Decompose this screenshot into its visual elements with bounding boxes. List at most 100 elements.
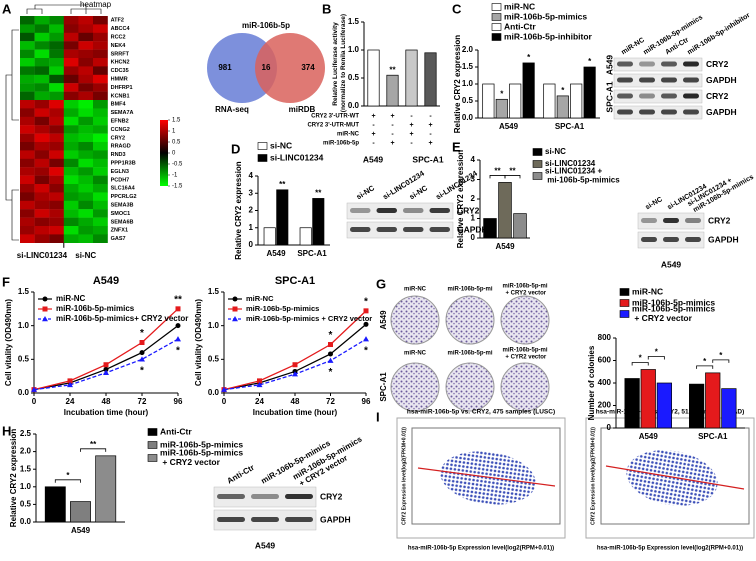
blot-band — [639, 61, 655, 67]
y-tick-label: 200 — [598, 401, 612, 410]
blot-band — [683, 61, 699, 67]
x-tick-label: 72 — [138, 397, 147, 406]
heatmap-cell — [34, 108, 50, 117]
gene-label: RRAGD — [111, 144, 131, 150]
heatmap-cell — [20, 91, 35, 101]
x-tick-label: A549 — [639, 432, 659, 441]
bar — [312, 198, 325, 246]
blot-band — [683, 109, 699, 115]
heatmap-cell — [49, 142, 64, 151]
venn-label: RNA-seq — [215, 105, 249, 114]
heatmap-cell — [78, 200, 94, 210]
heatmap-cell — [49, 184, 64, 193]
significance: * — [140, 328, 144, 339]
y-tick-label: 0.5 — [348, 73, 360, 82]
legend-label: si-NC — [545, 147, 566, 156]
heatmap-cell — [63, 116, 79, 126]
x-tick-label: 24 — [66, 397, 75, 406]
marker — [292, 371, 298, 377]
heatmap-cell — [63, 74, 79, 84]
heatmap-cell — [93, 74, 108, 84]
y-axis-label: Relative CRY2 expression — [456, 150, 465, 249]
x-tick-label: 48 — [102, 397, 111, 406]
dendrogram — [5, 4, 102, 241]
y-tick-label: 3 — [471, 175, 476, 184]
heatmap-cell — [78, 100, 94, 109]
bar — [367, 49, 380, 107]
heatmap-cell — [20, 217, 35, 227]
x-tick-label: 72 — [326, 397, 335, 406]
heatmap-cell — [63, 58, 79, 67]
heatmap-cell — [34, 41, 50, 50]
y-tick-label: 1.5 — [18, 287, 30, 296]
bar — [624, 378, 640, 429]
legend-label: miR-106b-5p-mimics — [246, 304, 319, 313]
bar — [405, 49, 418, 107]
heatmap-cell — [34, 74, 50, 84]
condition-mark: + — [409, 122, 413, 129]
blot-band — [350, 227, 371, 232]
bar — [640, 369, 656, 429]
heatmap-cell — [78, 150, 94, 159]
gene-label: DHFRP1 — [111, 85, 133, 91]
legend-label: miR-106b-5p-mimics+ CRY2 vector — [56, 314, 188, 323]
blot-band — [663, 218, 679, 223]
cell-line-label: SPC-A1 — [412, 154, 443, 164]
heatmap-cell — [78, 167, 94, 176]
legend-label: miR-106b-5p-mimics — [160, 439, 243, 449]
blot-band — [683, 77, 699, 83]
marker — [363, 336, 369, 342]
y-tick-label: 1.5 — [20, 464, 32, 473]
bracket — [489, 175, 506, 179]
heatmap-cell — [49, 150, 64, 159]
row-label: CRY2 — [706, 59, 729, 69]
condition-mark: + — [371, 131, 375, 138]
heatmap-cell — [34, 234, 50, 243]
x-tick-label: SPC-A1 — [555, 122, 585, 131]
heatmap-cell — [20, 100, 35, 109]
heatmap-cell — [34, 192, 50, 201]
blot-band — [683, 93, 699, 99]
heatmap-cell — [93, 192, 108, 201]
heatmap-cell — [20, 167, 35, 176]
bar — [483, 218, 497, 239]
y-axis-label: Relative Luciferase activity (normalize … — [332, 14, 347, 114]
heatmap-cell — [93, 158, 108, 168]
marker — [221, 386, 227, 392]
heatmap-cell — [49, 108, 64, 117]
venn-count: 374 — [301, 63, 315, 72]
significance: * — [639, 354, 643, 363]
condition-mark: - — [391, 122, 394, 129]
legend-label: miR-NC — [246, 294, 274, 303]
heatmap-cell — [49, 234, 64, 243]
series-line — [33, 325, 179, 391]
heatmap-cell — [20, 184, 35, 193]
heatmap-cell — [34, 58, 50, 67]
row-label: CRY2 — [706, 91, 729, 101]
y-tick-label: 1.0 — [18, 321, 30, 330]
blot-strip — [613, 57, 703, 72]
blot-band — [403, 227, 424, 232]
blot-band — [251, 494, 279, 499]
blot-band — [403, 208, 424, 213]
x-axis-label: Incubation time (hour) — [253, 408, 338, 417]
y-tick-label: 4 — [249, 171, 254, 180]
condition-mark: - — [391, 131, 394, 138]
gene-label: CRY2 — [111, 135, 125, 141]
venn-count: 16 — [262, 63, 271, 72]
legend-label: Anti-Ctr — [504, 21, 536, 31]
bar — [556, 95, 569, 119]
heatmap-cell — [34, 116, 50, 126]
panel-label: H — [2, 423, 11, 438]
blot-band — [661, 61, 677, 67]
bar — [424, 52, 437, 107]
heatmap-cell — [63, 41, 79, 50]
y-tick-label: 2.0 — [20, 447, 32, 456]
bar — [705, 372, 721, 429]
significance: * — [364, 345, 368, 356]
heatmap-cell — [63, 142, 79, 151]
marker — [328, 342, 333, 348]
condition-mark: - — [429, 113, 432, 120]
gene-label: ZNFX1 — [111, 228, 128, 234]
y-tick-label: 0 — [607, 423, 612, 432]
